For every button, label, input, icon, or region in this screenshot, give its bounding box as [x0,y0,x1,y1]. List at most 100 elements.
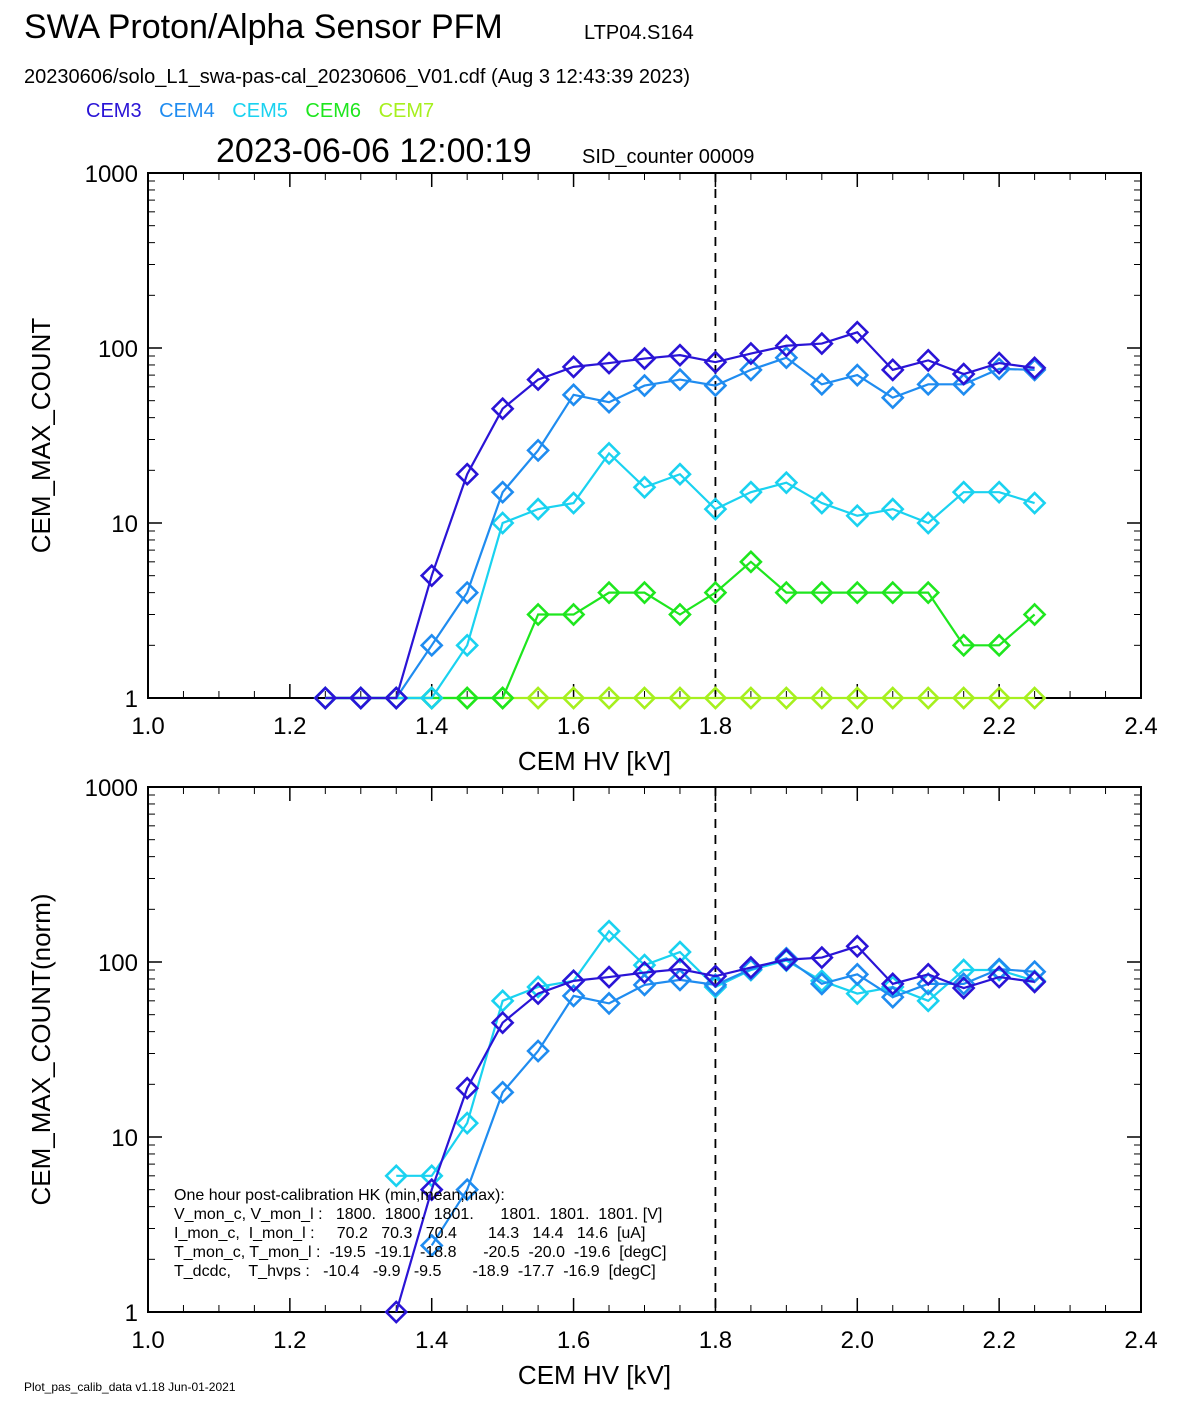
data-point-cem7 [1022,686,1047,710]
data-point-cem4 [632,973,657,997]
data-point-cem4 [951,972,976,996]
data-point-cem5 [951,958,976,982]
data-point-cem4 [739,358,763,382]
data-point-cem4 [703,373,728,398]
data-point-cem3 [597,965,621,989]
data-point-cem4 [880,385,905,410]
data-point-cem4 [455,580,480,605]
data-point-cem4 [916,972,941,996]
data-point-cem3 [809,945,834,970]
data-point-cem3 [987,965,1011,989]
data-point-cem5 [703,497,728,521]
data-point-cem6 [987,633,1011,658]
data-point-cem4 [880,985,905,1009]
data-point-cem6 [597,580,621,605]
data-point-cem7 [632,686,657,710]
data-point-cem4 [809,372,834,397]
data-point-cem5 [845,981,870,1006]
x-tick-label: 2.2 [982,1327,1015,1354]
data-point-cem7 [703,686,728,710]
data-point-cem5 [809,491,834,515]
y-tick-label: 1000 [85,161,138,188]
data-point-cem4 [632,373,657,398]
data-point-cem3 [1022,970,1047,994]
data-point-cem3 [987,351,1011,375]
data-point-cem5 [597,441,621,466]
data-point-cem3 [490,396,515,421]
data-point-cem4 [419,1233,444,1258]
series-group [313,320,1047,710]
x-tick-label: 2.0 [841,713,874,740]
x-tick-label: 1.6 [557,713,590,740]
data-point-cem3 [845,934,870,959]
data-point-cem6 [1022,602,1047,627]
data-point-cem3 [384,1300,409,1324]
data-point-cem6 [916,580,941,605]
data-point-cem4 [419,633,444,658]
data-point-cem7 [809,686,834,710]
data-point-cem5 [774,470,799,495]
data-point-cem7 [526,686,550,710]
data-point-cem6 [561,602,586,627]
timestamp: 2023-06-06 12:00:19 [216,132,532,170]
x-tick-label: 1.2 [273,1327,306,1354]
data-point-cem3 [384,686,409,710]
data-point-cem3 [880,972,905,996]
data-point-cem4 [951,372,976,397]
y-tick-label: 1 [125,1300,138,1327]
data-point-cem7 [597,686,621,710]
hk-annotation-line: One hour post-calibration HK (min,mean,m… [174,1187,505,1204]
x-tick-label: 2.4 [1124,713,1157,740]
data-point-cem3 [916,348,941,373]
plot-title: SWA Proton/Alpha Sensor PFM [24,8,503,46]
data-point-cem5 [526,497,550,521]
data-point-cem3 [455,1076,480,1101]
data-point-cem4 [597,991,621,1016]
data-point-cem6 [526,602,550,627]
file-id: LTP04.S164 [584,22,694,44]
data-point-cem5 [951,480,976,505]
data-point-cem4 [703,973,728,997]
data-point-cem4 [597,390,621,415]
data-point-cem3 [313,686,338,710]
data-point-cem3 [632,960,657,985]
data-point-cem3 [951,976,976,1000]
data-point-cem6 [880,580,905,605]
data-point-cem5 [561,491,586,515]
data-point-cem5 [916,511,941,535]
data-point-cem3 [632,346,657,371]
hk-annotation: One hour post-calibration HK (min,mean,m… [174,1187,666,1280]
data-point-cem3 [774,333,799,358]
hk-annotation-line: T_mon_c, T_mon_l : -19.5 -19.1 -18.8 -20… [174,1244,666,1261]
y-tick-label: 1 [125,686,138,713]
data-point-cem7 [739,686,763,710]
data-point-cem5 [987,480,1011,505]
hk-annotation-line: V_mon_c, V_mon_l : 1800. 1800. 1801. 180… [174,1206,662,1223]
data-point-cem7 [668,686,692,710]
series-line-cem3 [325,331,1035,700]
data-point-cem4 [809,972,834,996]
data-point-cem3 [668,343,692,368]
data-point-cem3 [703,350,728,374]
y-tick-label: 100 [98,336,138,363]
y-tick-label: 100 [98,950,138,977]
data-point-cem6 [668,602,692,627]
data-point-cem3 [703,964,728,988]
data-point-cem3 [455,462,480,487]
legend-item-cem4: CEM4 [159,100,215,122]
x-tick-label: 2.2 [982,713,1015,740]
hk-annotation-line: T_dcdc, T_hvps : -10.4 -9.9 -9.5 -18.9 -… [174,1263,656,1280]
y-tick-label: 10 [111,511,138,538]
data-point-cem3 [561,969,586,993]
series-line-cem5 [325,451,1035,700]
y-tick-label: 1000 [85,775,138,802]
x-tick-label: 1.8 [699,713,732,740]
x-tick-label: 1.0 [131,1327,164,1354]
data-point-cem3 [739,955,763,980]
data-point-cem5 [597,919,621,944]
data-point-cem6 [951,633,976,658]
data-point-cem3 [348,686,373,710]
data-point-cem4 [526,438,550,463]
legend-item-cem3: CEM3 [86,100,142,122]
data-point-cem3 [597,351,621,375]
